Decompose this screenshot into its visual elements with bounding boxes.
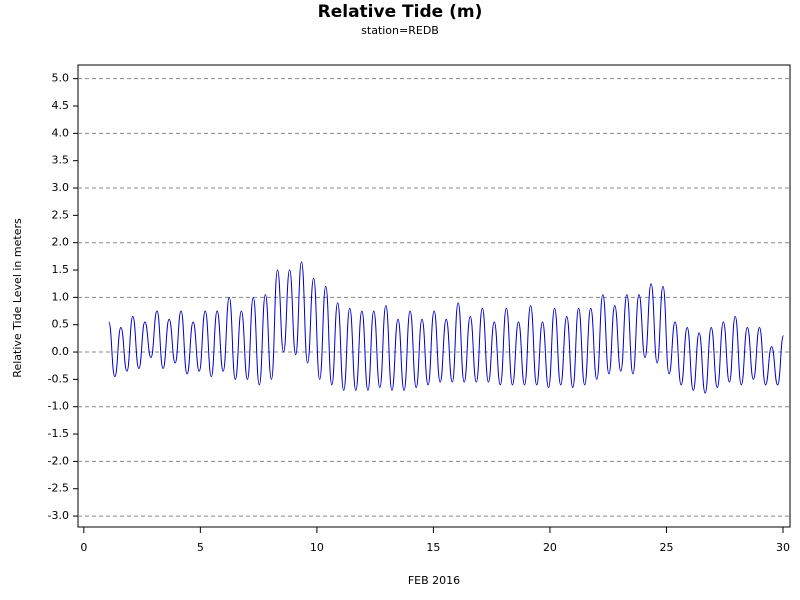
y-tick-label: 2.0: [52, 236, 70, 249]
x-tick-label: 15: [426, 541, 440, 554]
y-tick-label: 1.5: [52, 263, 70, 276]
x-axis-label: FEB 2016: [408, 574, 460, 587]
y-tick-label: -1.5: [48, 427, 69, 440]
x-tick-label: 30: [776, 541, 790, 554]
y-tick-label: 4.5: [52, 99, 70, 112]
y-tick-label: -2.0: [48, 454, 69, 467]
y-tick-label: -3.0: [48, 509, 69, 522]
y-tick-label: 1.0: [52, 290, 70, 303]
chart-subtitle: station=REDB: [361, 24, 439, 37]
plot-frame: [77, 64, 791, 528]
y-tick-label: 5.0: [52, 72, 70, 85]
x-tick-label: 25: [659, 541, 673, 554]
y-tick-label: 4.0: [52, 126, 70, 139]
x-tick-label: 10: [310, 541, 324, 554]
y-tick-label: 2.5: [52, 208, 70, 221]
y-tick-label: 3.5: [52, 154, 70, 167]
y-tick-label: 0.0: [52, 345, 70, 358]
x-tick-label: 20: [543, 541, 557, 554]
y-axis-label: Relative Tide Level in meters: [11, 218, 24, 378]
x-tick-label: 5: [197, 541, 204, 554]
y-tick-label: -1.0: [48, 400, 69, 413]
y-tick-label: 0.5: [52, 318, 70, 331]
y-tick-label: -0.5: [48, 372, 69, 385]
y-tick-label: -2.5: [48, 482, 69, 495]
y-tick-label: 3.0: [52, 181, 70, 194]
chart-title: Relative Tide (m): [318, 2, 483, 22]
tide-line: [108, 261, 784, 394]
x-tick-label: 0: [80, 541, 87, 554]
